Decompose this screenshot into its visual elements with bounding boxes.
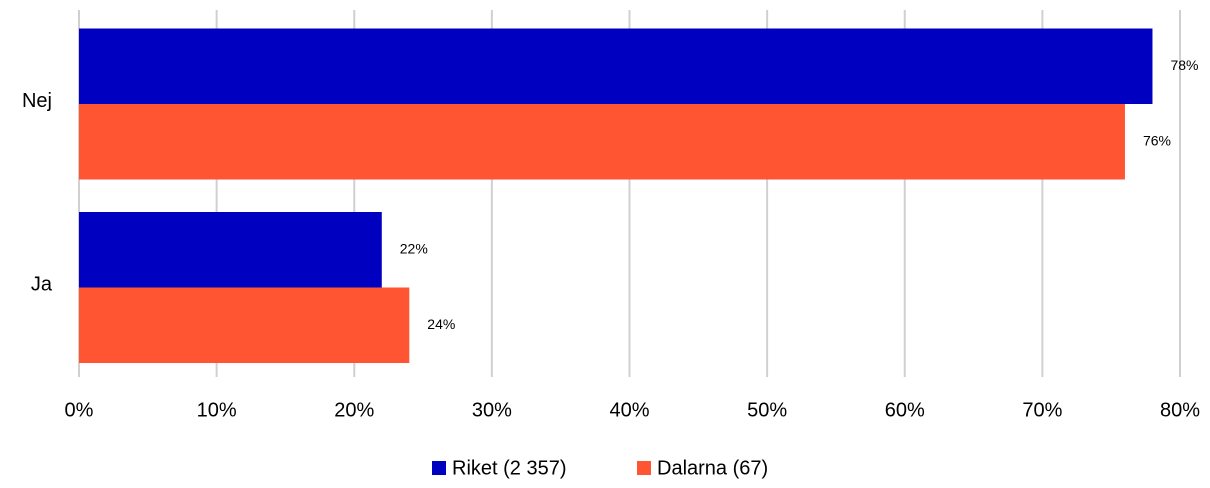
legend-label: Dalarna (67) — [657, 457, 768, 479]
value-label: 24% — [427, 316, 455, 332]
value-label: 76% — [1143, 132, 1171, 148]
category-label: Nej — [22, 90, 52, 112]
x-tick-label: 40% — [609, 399, 649, 421]
category-label: Ja — [31, 274, 53, 296]
legend-swatch — [637, 461, 651, 475]
x-tick-label: 70% — [1022, 399, 1062, 421]
x-tick-label: 60% — [885, 399, 925, 421]
bar — [79, 287, 410, 363]
value-label: 78% — [1170, 57, 1198, 73]
x-tick-label: 0% — [65, 399, 94, 421]
legend-label: Riket (2 357) — [452, 457, 567, 479]
bar — [79, 212, 382, 288]
x-tick-label: 10% — [197, 399, 237, 421]
bar — [79, 28, 1153, 104]
legend-swatch — [432, 461, 446, 475]
x-tick-label: 50% — [747, 399, 787, 421]
value-label: 22% — [400, 240, 428, 256]
x-tick-label: 20% — [334, 399, 374, 421]
x-tick-label: 30% — [472, 399, 512, 421]
x-tick-label: 80% — [1160, 399, 1200, 421]
bar — [79, 104, 1125, 180]
